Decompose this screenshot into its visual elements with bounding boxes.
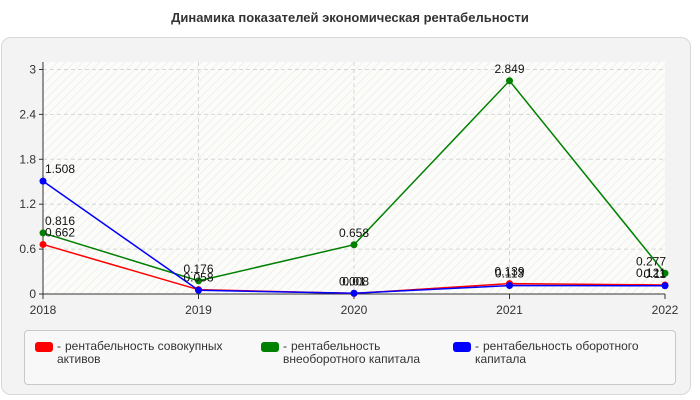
data-point-2-0[interactable] [39, 177, 47, 185]
data-label: 0.176 [183, 262, 213, 276]
legend-label: рентабельность совокупных активов [57, 339, 223, 366]
legend-swatch-blue [453, 342, 471, 352]
legend-swatch-green [261, 342, 279, 352]
data-point-2-1[interactable] [195, 286, 202, 294]
data-label: 1.508 [45, 162, 75, 176]
data-label: 0.139 [494, 265, 524, 279]
x-tick-label: 2019 [185, 303, 212, 317]
data-point-2-2[interactable] [350, 289, 358, 297]
data-point-1-1[interactable] [195, 277, 202, 285]
y-tick-label: 0.6 [19, 242, 36, 256]
chart-title: Динамика показателей экономическая рента… [171, 10, 529, 25]
legend-swatch-red [35, 342, 53, 352]
x-tick-label: 2021 [496, 303, 523, 317]
y-tick-label: 1.8 [19, 152, 36, 166]
data-point-1-2[interactable] [350, 241, 358, 249]
data-label: 0.008 [339, 274, 369, 288]
legend-item-fixed-capital[interactable]: - рентабельность внеоборотного капитала [261, 340, 461, 366]
legend: - рентабельность совокупных активов - рент… [24, 330, 676, 385]
x-tick-label: 2020 [341, 303, 368, 317]
y-tick-label: 0 [29, 287, 36, 301]
data-label: 0.113 [495, 267, 524, 281]
data-label: 0.277 [636, 254, 666, 268]
y-tick-label: 1.2 [19, 197, 36, 211]
legend-item-total-assets[interactable]: - рентабельность совокупных активов [35, 340, 255, 366]
data-point-1-0[interactable] [39, 229, 47, 237]
y-tick-label: 2.4 [19, 107, 36, 121]
legend-item-working-capital[interactable]: - рентабельность оборотного капитала [453, 340, 668, 366]
axes: 0 0.6 1.2 1.8 2.4 3 2018 2019 2020 2021 2022 [19, 62, 679, 317]
data-label: 2.849 [494, 62, 524, 76]
data-point-1-3[interactable] [506, 77, 513, 85]
legend-label: рентабельность оборотного капитала [475, 339, 639, 366]
data-label: 0.662 [45, 225, 75, 239]
x-tick-label: 2018 [30, 303, 57, 317]
data-point-0-0[interactable] [39, 240, 47, 248]
y-tick-label: 3 [29, 62, 36, 76]
data-label: 0.01 [342, 274, 366, 288]
series-layer [39, 77, 669, 297]
data-label: 0.816 [45, 214, 75, 228]
data-label: 0.121 [636, 266, 666, 280]
data-labels: 0.662 0.058 0.008 0.139 0.121 0.816 0.176 0.658… [45, 62, 666, 289]
data-point-2-3[interactable] [506, 282, 513, 290]
x-tick-label: 2022 [652, 303, 679, 317]
data-label: 0.658 [339, 226, 369, 240]
data-label: 0.11 [644, 267, 667, 281]
data-point-1-4[interactable] [661, 269, 669, 277]
grid-lines [43, 62, 665, 294]
data-point-2-4[interactable] [661, 282, 669, 290]
legend-label: рентабельность внеоборотного капитала [283, 339, 420, 366]
data-label: 0.058 [183, 271, 213, 285]
